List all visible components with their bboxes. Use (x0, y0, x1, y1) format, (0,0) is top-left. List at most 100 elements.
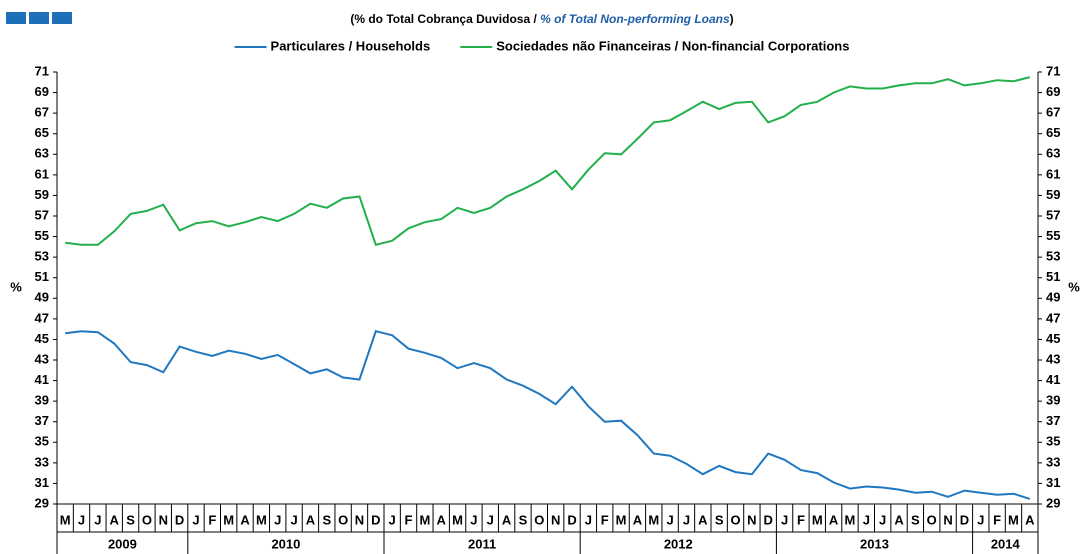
y2-tick-label: 37 (1046, 413, 1060, 428)
x-tick-label: J (487, 512, 494, 527)
x-tick-label: F (601, 512, 609, 527)
x-tick-label: S (715, 512, 724, 527)
x-tick-label: M (60, 512, 71, 527)
y-tick-label: 49 (35, 290, 49, 305)
y2-tick-label: 49 (1046, 290, 1060, 305)
series-line (65, 330, 1031, 500)
x-tick-label: S (322, 512, 331, 527)
x-tick-label: F (405, 512, 413, 527)
y2-tick-label: 47 (1046, 310, 1060, 325)
x-tick-label: N (943, 512, 952, 527)
x-tick-label: A (437, 512, 447, 527)
x-tick-label: M (223, 512, 234, 527)
year-label: 2011 (468, 536, 496, 551)
x-tick-label: N (551, 512, 560, 527)
x-tick-label: J (667, 512, 674, 527)
x-tick-label: M (256, 512, 267, 527)
y2-tick-label: 69 (1046, 84, 1060, 99)
x-tick-label: M (812, 512, 823, 527)
x-tick-label: J (192, 512, 199, 527)
x-tick-label: N (747, 512, 756, 527)
x-tick-label: M (452, 512, 463, 527)
y-tick-label: 57 (35, 207, 49, 222)
y2-tick-label: 41 (1046, 372, 1060, 387)
x-tick-label: O (338, 512, 348, 527)
y2-axis-label: % (1068, 279, 1080, 294)
x-tick-label: A (1025, 512, 1035, 527)
subtitle-end: ) (730, 12, 734, 26)
x-tick-label: J (977, 512, 984, 527)
y-tick-label: 63 (35, 146, 49, 161)
logo-block (52, 12, 72, 24)
y2-tick-label: 31 (1046, 475, 1060, 490)
y2-tick-label: 43 (1046, 351, 1060, 366)
y-tick-label: 59 (35, 187, 49, 202)
x-tick-label: A (829, 512, 839, 527)
y-axis-label: % (10, 279, 22, 294)
x-tick-label: O (730, 512, 740, 527)
x-tick-label: O (142, 512, 152, 527)
year-label: 2013 (860, 536, 889, 551)
x-tick-label: J (585, 512, 592, 527)
subtitle-pt: (% do Total Cobrança Duvidosa / (350, 12, 540, 26)
x-tick-label: A (633, 512, 643, 527)
x-tick-label: N (355, 512, 364, 527)
x-tick-label: J (389, 512, 396, 527)
x-tick-label: D (371, 512, 380, 527)
y-tick-label: 43 (35, 351, 49, 366)
y-tick-label: 31 (35, 475, 49, 490)
y-tick-label: 69 (35, 84, 49, 99)
x-tick-label: S (519, 512, 528, 527)
year-label: 2012 (664, 536, 693, 551)
x-tick-label: A (894, 512, 904, 527)
y-tick-label: 53 (35, 249, 49, 264)
y-tick-label: 51 (35, 269, 49, 284)
y-tick-label: 29 (35, 495, 49, 510)
y2-tick-label: 67 (1046, 105, 1060, 120)
x-tick-label: M (616, 512, 627, 527)
y2-tick-label: 57 (1046, 207, 1060, 222)
y2-tick-label: 45 (1046, 331, 1060, 346)
x-tick-label: N (159, 512, 168, 527)
y-tick-label: 65 (35, 125, 49, 140)
y2-tick-label: 33 (1046, 454, 1060, 469)
y2-tick-label: 65 (1046, 125, 1060, 140)
x-tick-label: D (175, 512, 184, 527)
x-tick-label: A (698, 512, 708, 527)
year-label: 2010 (271, 536, 300, 551)
x-tick-label: O (534, 512, 544, 527)
y2-tick-label: 55 (1046, 228, 1060, 243)
subtitle: (% do Total Cobrança Duvidosa / % of Tot… (350, 12, 733, 26)
x-tick-label: S (911, 512, 920, 527)
x-tick-label: F (993, 512, 1001, 527)
y2-tick-label: 51 (1046, 269, 1060, 284)
x-tick-label: M (845, 512, 856, 527)
x-tick-label: J (470, 512, 477, 527)
x-tick-label: J (781, 512, 788, 527)
subtitle-en: % of Total Non-performing Loans (540, 12, 730, 26)
x-tick-label: J (879, 512, 886, 527)
x-tick-label: F (797, 512, 805, 527)
x-tick-label: M (1008, 512, 1019, 527)
x-tick-label: J (94, 512, 101, 527)
x-tick-label: A (240, 512, 250, 527)
y2-tick-label: 63 (1046, 146, 1060, 161)
x-tick-label: S (126, 512, 135, 527)
legend-label: Sociedades não Financeiras / Non-financi… (496, 38, 849, 53)
x-tick-label: F (208, 512, 216, 527)
x-tick-label: A (306, 512, 316, 527)
year-label: 2009 (108, 536, 137, 551)
y2-tick-label: 29 (1046, 495, 1060, 510)
series-line (65, 76, 1031, 246)
x-tick-label: D (960, 512, 969, 527)
y-tick-label: 67 (35, 105, 49, 120)
year-label: 2014 (991, 536, 1021, 551)
y-tick-label: 41 (35, 372, 49, 387)
x-tick-label: J (863, 512, 870, 527)
y-tick-label: 71 (35, 63, 49, 78)
x-tick-label: M (648, 512, 659, 527)
x-tick-label: J (290, 512, 297, 527)
y-tick-label: 33 (35, 454, 49, 469)
x-tick-label: O (927, 512, 937, 527)
